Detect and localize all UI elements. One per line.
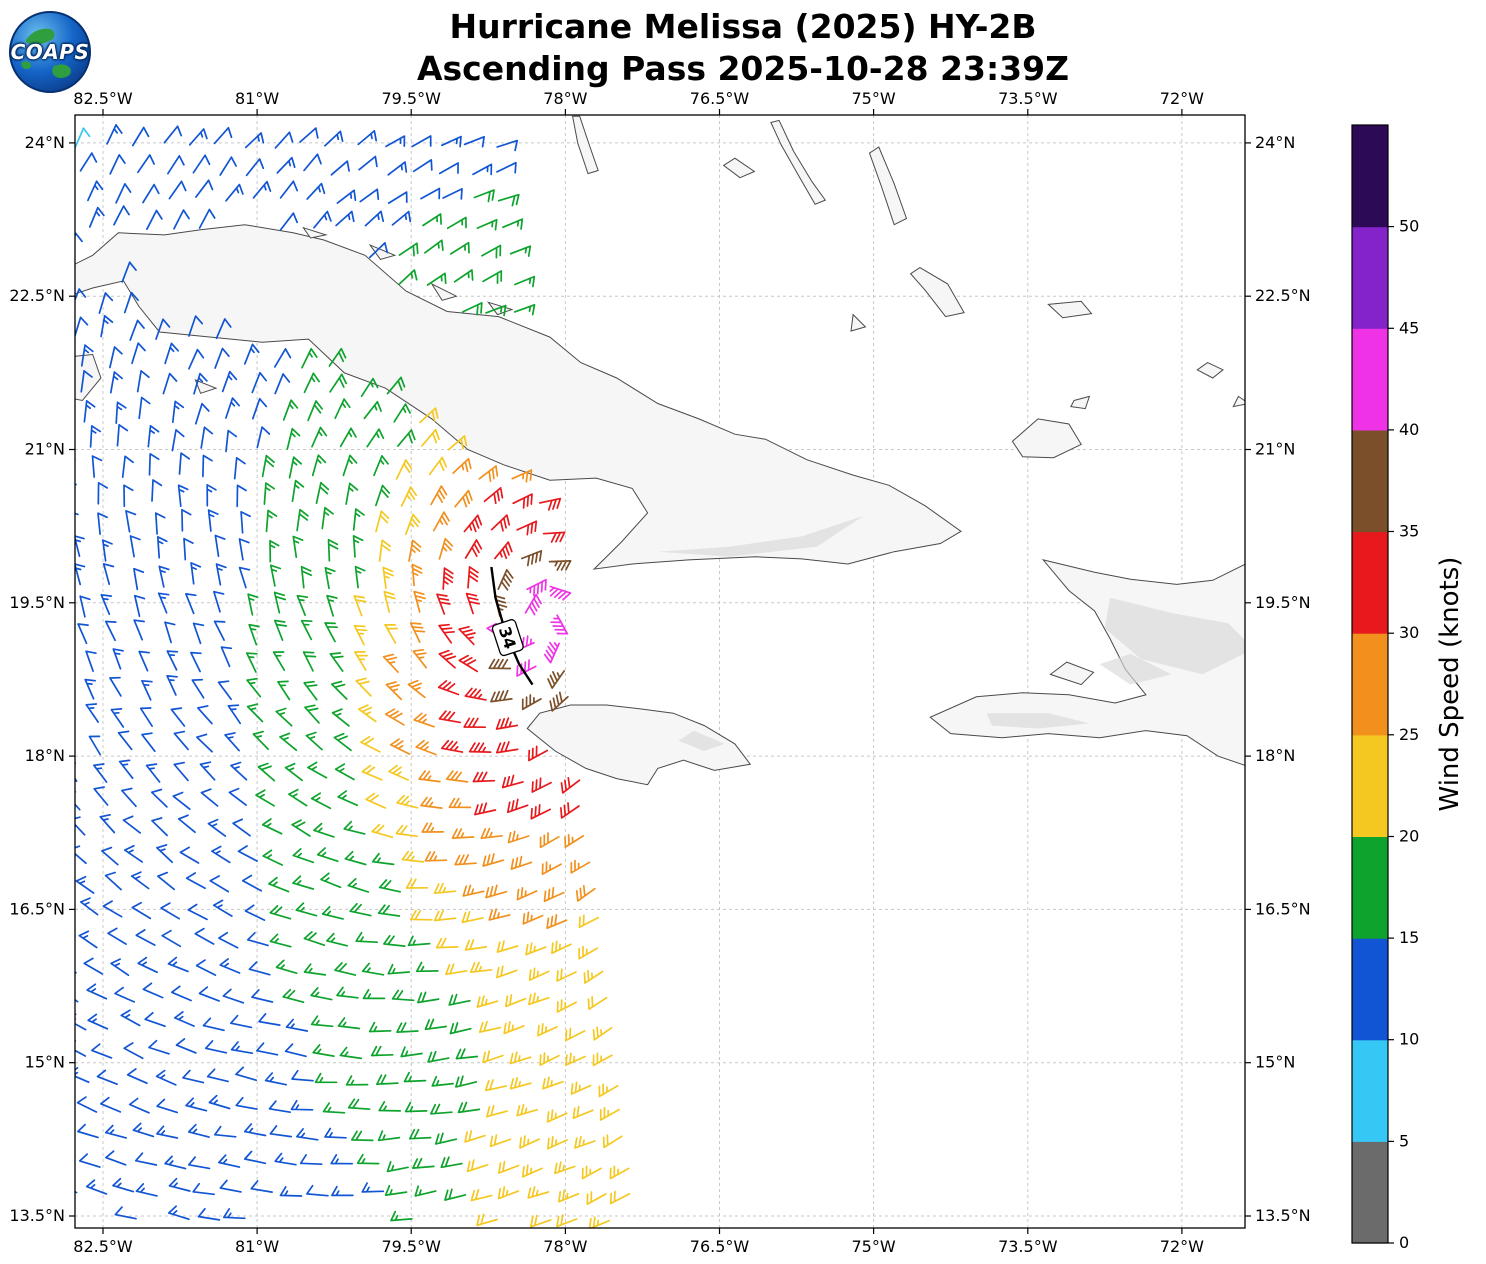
contour-34: 34 bbox=[490, 566, 534, 686]
lat-tick-left: 13.5°N bbox=[9, 1206, 65, 1225]
map-frame bbox=[74, 114, 1246, 1229]
terrain-jamaica-blue-mtns bbox=[678, 730, 725, 751]
coastline-cayo-largo bbox=[194, 379, 218, 394]
coaps-logo: COAPS bbox=[8, 10, 92, 94]
lon-tick-top: 79.5°W bbox=[381, 89, 441, 108]
lat-tick-left: 22.5°N bbox=[9, 286, 65, 305]
coastline-mayaguana bbox=[1047, 300, 1093, 319]
lon-tick-bottom: 81°W bbox=[235, 1237, 279, 1256]
colorbar-tick: 50 bbox=[1399, 217, 1419, 236]
lat-tick-right: 16.5°N bbox=[1255, 899, 1311, 918]
coastline-little-inagua bbox=[1070, 395, 1091, 410]
coastline-turks-2 bbox=[1232, 395, 1245, 408]
lon-tick-bottom: 79.5°W bbox=[381, 1237, 441, 1256]
lat-tick-right: 22.5°N bbox=[1255, 286, 1311, 305]
lon-tick-bottom: 73.5°W bbox=[998, 1237, 1058, 1256]
lat-tick-right: 13.5°N bbox=[1255, 1206, 1311, 1225]
globe-land-west bbox=[21, 61, 32, 69]
lon-tick-bottom: 76.5°W bbox=[690, 1237, 750, 1256]
axis-ticks bbox=[69, 109, 1251, 1234]
coaps-logo-globe bbox=[9, 11, 91, 93]
terrain-hispaniola-south bbox=[986, 713, 1090, 729]
colorbar-tick: 0 bbox=[1399, 1233, 1409, 1252]
coastline-exuma-chain bbox=[868, 146, 908, 226]
lat-tick-right: 19.5°N bbox=[1255, 593, 1311, 612]
terrain-hispaniola-center bbox=[1099, 653, 1172, 685]
lat-tick-right: 15°N bbox=[1255, 1053, 1295, 1072]
lat-tick-right: 18°N bbox=[1255, 746, 1295, 765]
coastline-isla-juventud bbox=[75, 353, 102, 402]
lon-tick-top: 73.5°W bbox=[998, 89, 1058, 108]
colorbar-tick: 25 bbox=[1399, 725, 1419, 744]
globe-land-south bbox=[52, 64, 71, 78]
lat-tick-left: 19.5°N bbox=[9, 593, 65, 612]
lon-tick-top: 81°W bbox=[235, 89, 279, 108]
colorbar-label: Wind Speed (knots) bbox=[1435, 557, 1465, 812]
lat-tick-left: 24°N bbox=[25, 133, 65, 152]
coastline-crooked-acklins bbox=[909, 267, 965, 318]
title-line1: Hurricane Melissa (2025) HY-2B bbox=[449, 7, 1037, 46]
terrain-cuba-sierra-maestra bbox=[657, 515, 864, 557]
terrain-hispaniola-north bbox=[1104, 597, 1245, 675]
coastlines-layer bbox=[75, 115, 1245, 786]
lon-tick-bottom: 72°W bbox=[1160, 1237, 1204, 1256]
colorbar-tick: 15 bbox=[1399, 928, 1419, 947]
lon-tick-top: 78°W bbox=[543, 89, 587, 108]
coastline-n-cuba-cay-2 bbox=[368, 243, 397, 260]
lon-tick-top: 76.5°W bbox=[690, 89, 750, 108]
lat-tick-left: 18°N bbox=[25, 746, 65, 765]
colorbar-tick: 40 bbox=[1399, 420, 1419, 439]
lon-tick-top: 72°W bbox=[1160, 89, 1204, 108]
coastline-n-cuba-cay-3 bbox=[430, 282, 458, 301]
lat-tick-right: 24°N bbox=[1255, 133, 1295, 152]
globe-land-north bbox=[25, 28, 55, 45]
wind-barbs-layer bbox=[75, 124, 631, 1228]
lat-tick-left: 15°N bbox=[25, 1053, 65, 1072]
coastline-great-inagua bbox=[1011, 418, 1082, 459]
lon-tick-bottom: 82.5°W bbox=[73, 1237, 133, 1256]
coastline-exuma-cay bbox=[722, 157, 756, 179]
coastline-jamaica bbox=[526, 704, 752, 786]
colorbar-tick: 20 bbox=[1399, 827, 1419, 846]
coastline-ragged-cay bbox=[850, 313, 867, 332]
chart-title: Hurricane Melissa (2025) HY-2B Ascending… bbox=[0, 6, 1486, 90]
lon-tick-top: 82.5°W bbox=[73, 89, 133, 108]
colorbar-tick: 45 bbox=[1399, 318, 1419, 337]
coastline-turks-1 bbox=[1196, 362, 1224, 379]
colorbar-tick: 30 bbox=[1399, 623, 1419, 642]
lon-tick-top: 75°W bbox=[852, 89, 896, 108]
lat-tick-left: 16.5°N bbox=[9, 899, 65, 918]
lon-tick-bottom: 75°W bbox=[852, 1237, 896, 1256]
coastline-n-cuba-cay-1 bbox=[302, 226, 328, 239]
colorbar-tick: 10 bbox=[1399, 1030, 1419, 1049]
coastline-gonave bbox=[1049, 661, 1095, 686]
logo-text: COAPS bbox=[10, 40, 90, 64]
colorbar: 0 5 10 15 20 25 30 35 40 45 50 Wind Speed (knots) bbox=[1351, 124, 1465, 1252]
coastline-cuba bbox=[75, 224, 962, 570]
colorbar-tick: 35 bbox=[1399, 522, 1419, 541]
coastline-long-island bbox=[770, 119, 827, 205]
colorbar-tick: 5 bbox=[1399, 1131, 1409, 1150]
title-line2: Ascending Pass 2025-10-28 23:39Z bbox=[416, 49, 1070, 89]
lat-tick-right: 21°N bbox=[1255, 440, 1295, 459]
axis-labels: 82.5°W 82.5°W 81°W 81°W 79.5°W 79.5°W 78°W 78°W… bbox=[9, 89, 1310, 1256]
lat-tick-left: 21°N bbox=[25, 440, 65, 459]
coastline-andros-sliver bbox=[571, 115, 599, 175]
lon-tick-bottom: 78°W bbox=[543, 1237, 587, 1256]
